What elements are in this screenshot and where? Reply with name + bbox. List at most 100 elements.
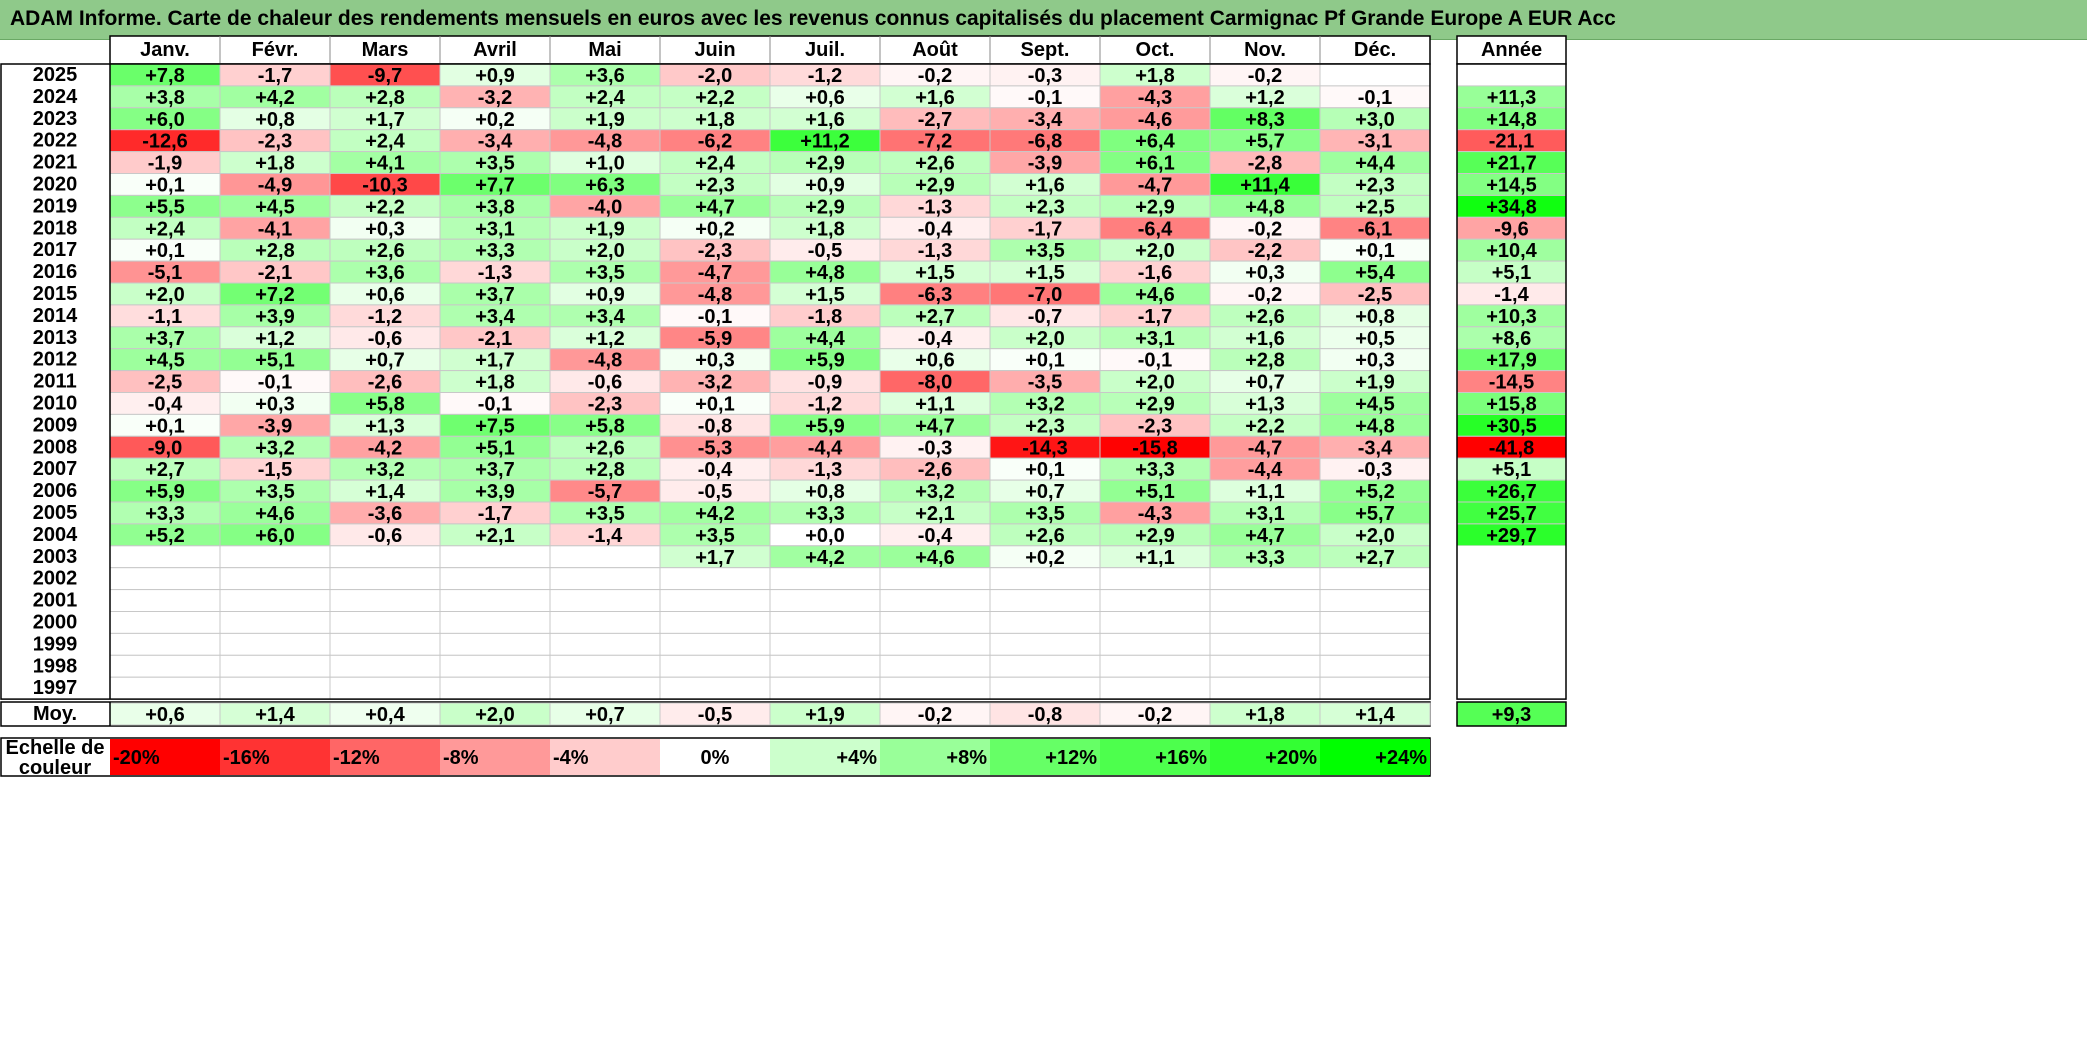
cell-value: +0,9 (585, 284, 624, 306)
heatmap-cell (659, 676, 771, 700)
cell-value: +4,2 (805, 547, 844, 569)
cell-value: +3,2 (255, 437, 294, 459)
heatmap-cell (439, 611, 551, 634)
cell-value: +0,3 (255, 393, 294, 415)
cell-value: +5,7 (1245, 131, 1284, 153)
annual-value: +25,7 (1486, 503, 1537, 525)
cell-value: +1,8 (695, 109, 734, 131)
color-scale-stop: +8% (946, 747, 987, 769)
heatmap-cell (219, 567, 331, 591)
cell-value: +2,4 (585, 87, 625, 109)
cell-value: -0,4 (918, 328, 953, 350)
color-scale-stop: +20% (1265, 747, 1317, 769)
cell-value: +3,5 (1025, 503, 1064, 525)
cell-value: -4,7 (698, 262, 732, 284)
cell-value: +2,4 (145, 218, 185, 240)
heatmap-cell (439, 589, 551, 612)
heatmap-cell (1209, 589, 1321, 612)
cell-value: +2,9 (805, 196, 844, 218)
heatmap-cell (329, 632, 441, 656)
cell-value: +5,7 (1355, 503, 1394, 525)
average-value: -0,8 (1028, 704, 1062, 726)
cell-value: -2,6 (918, 459, 952, 481)
cell-value: -4,4 (808, 437, 843, 459)
cell-value: -0,1 (258, 372, 292, 394)
cell-value: -2,5 (148, 372, 182, 394)
annual-value: +15,8 (1486, 393, 1537, 415)
cell-value: +4,6 (915, 547, 954, 569)
year-label: 2021 (33, 152, 78, 174)
month-header: Févr. (252, 39, 299, 61)
cell-value: +3,5 (695, 525, 734, 547)
heatmap-cell (879, 589, 991, 612)
month-header: Nov. (1244, 39, 1286, 61)
cell-value: +0,1 (145, 174, 184, 196)
year-label: 2007 (33, 458, 78, 480)
heatmap-cell (219, 632, 331, 656)
cell-value: -6,1 (1358, 218, 1392, 240)
year-label: 1997 (33, 677, 78, 699)
color-scale-swatch (880, 739, 990, 775)
cell-value: +3,3 (1245, 547, 1284, 569)
annual-value: +10,4 (1486, 240, 1537, 262)
cell-value: +3,3 (475, 240, 514, 262)
color-scale-swatch (770, 739, 880, 775)
cell-value: -3,4 (1028, 109, 1063, 131)
cell-value: -4,3 (1138, 503, 1172, 525)
cell-value: -4,4 (1248, 459, 1283, 481)
cell-value: +4,5 (1355, 393, 1394, 415)
cell-value: -0,7 (1028, 306, 1062, 328)
heatmap-cell (1099, 567, 1211, 591)
heatmap-cell (989, 654, 1101, 678)
cell-value: -2,3 (258, 131, 292, 153)
cell-value: +3,5 (475, 153, 514, 175)
cell-value: -4,2 (368, 437, 402, 459)
cell-value: -0,1 (1028, 87, 1062, 109)
heatmap-cell (1209, 567, 1321, 591)
color-scale-stop: 0% (701, 747, 730, 769)
cell-value: -0,3 (1358, 459, 1392, 481)
heatmap-cell (549, 654, 661, 678)
cell-value: -1,2 (808, 393, 842, 415)
cell-value: +5,9 (805, 350, 844, 372)
cell-value: +2,3 (1025, 196, 1064, 218)
cell-value: +0,7 (1025, 481, 1064, 503)
average-value: +1,4 (1355, 704, 1395, 726)
month-header: Juil. (805, 39, 845, 61)
cell-value: -1,7 (478, 503, 512, 525)
year-label: 2009 (33, 414, 78, 436)
cell-value: +8,3 (1245, 109, 1284, 131)
cell-value: +1,3 (365, 415, 404, 437)
heatmap-cell (549, 632, 661, 656)
cell-value: -1,9 (148, 153, 182, 175)
color-scale-stop: +12% (1045, 747, 1097, 769)
heatmap-cell (219, 676, 331, 700)
cell-value: +5,2 (145, 525, 184, 547)
cell-value: +2,6 (365, 240, 404, 262)
heatmap-cell (109, 654, 221, 678)
cell-value: -1,1 (148, 306, 182, 328)
cell-value: +3,2 (915, 481, 954, 503)
cell-value: +1,8 (1135, 65, 1174, 87)
cell-value: -5,9 (698, 328, 732, 350)
heatmap-cell (659, 632, 771, 656)
cell-value: +2,5 (1355, 196, 1394, 218)
cell-value: +7,8 (145, 65, 184, 87)
cell-value: -2,2 (1248, 240, 1282, 262)
cell-value: -6,8 (1028, 131, 1062, 153)
cell-value: +2,9 (1135, 393, 1174, 415)
cell-value: +2,7 (145, 459, 184, 481)
heatmap-cell (1319, 676, 1431, 700)
cell-value: +3,5 (255, 481, 294, 503)
heatmap-cell (1319, 589, 1431, 612)
cell-value: +2,6 (1025, 525, 1064, 547)
heatmap-cell (1099, 654, 1211, 678)
cell-value: -1,7 (1028, 218, 1062, 240)
cell-value: +0,3 (1355, 350, 1394, 372)
cell-value: -0,3 (1028, 65, 1062, 87)
cell-value: +1,9 (585, 109, 624, 131)
heatmap-cell (219, 611, 331, 634)
month-header: Avril (473, 39, 517, 61)
heatmap-cell (439, 676, 551, 700)
average-value: +1,8 (1245, 704, 1284, 726)
